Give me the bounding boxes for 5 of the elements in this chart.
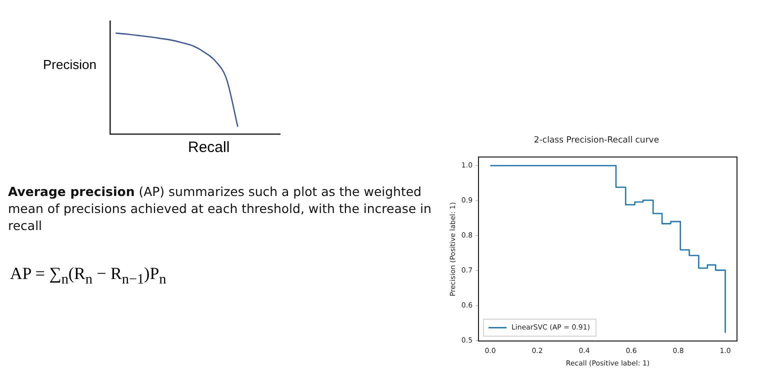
chart-title: 2-class Precision-Recall curve [534, 135, 660, 146]
y-axis-title: Precision [43, 57, 96, 72]
x-axis-title: Recall [188, 139, 230, 156]
text: Average precision [8, 184, 135, 199]
text: AP = ∑$_{n}$(R$_{n}$ − R$_{n−1}$)P$_{n}$ [10, 264, 168, 288]
